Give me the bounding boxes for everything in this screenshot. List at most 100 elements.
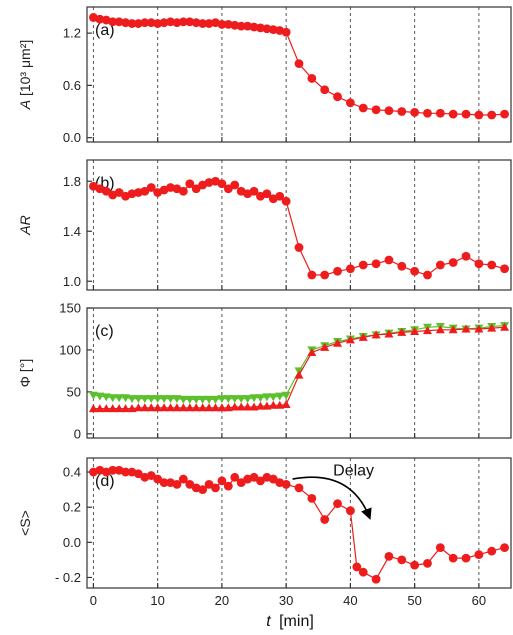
data-point <box>230 395 240 404</box>
data-point <box>262 24 272 34</box>
data-point <box>121 404 131 413</box>
data-point <box>358 567 368 577</box>
data-point <box>140 186 150 196</box>
y-tick-label: - 0.2 <box>55 570 81 585</box>
data-point <box>159 18 169 28</box>
data-point <box>101 393 111 402</box>
y-tick-label: 50 <box>67 384 81 399</box>
data-point <box>210 403 220 412</box>
data-point <box>320 85 330 95</box>
data-point <box>236 402 246 411</box>
data-point <box>423 270 432 280</box>
data-point <box>294 370 304 379</box>
data-point <box>153 395 163 404</box>
y-axis-label: <S> <box>17 510 33 536</box>
data-point <box>474 324 484 333</box>
data-point <box>211 483 220 493</box>
data-point <box>249 394 259 403</box>
data-point <box>230 402 240 411</box>
data-point <box>185 179 195 189</box>
data-point <box>268 25 278 35</box>
data-point <box>95 392 105 401</box>
panel-label: (d) <box>95 473 115 490</box>
data-point <box>172 479 182 489</box>
data-point <box>140 395 150 404</box>
data-point <box>422 326 432 335</box>
data-point <box>146 18 156 28</box>
data-point <box>223 20 233 29</box>
data-point <box>121 394 131 403</box>
panel-label: (a) <box>95 22 115 39</box>
data-point <box>410 266 420 276</box>
data-point <box>204 479 214 489</box>
delay-arrow <box>292 476 372 520</box>
data-point <box>448 109 458 119</box>
data-point <box>166 17 175 27</box>
y-tick-label: 0.6 <box>63 78 81 93</box>
data-point <box>127 19 137 28</box>
data-point <box>307 270 317 280</box>
data-point <box>230 472 240 482</box>
data-point <box>146 183 156 192</box>
x-tick-label: 50 <box>407 593 421 608</box>
data-point <box>500 322 510 331</box>
annotation-delay: Delay <box>333 463 374 480</box>
data-point <box>217 179 227 189</box>
x-tick-label: 10 <box>150 593 164 608</box>
data-point <box>461 251 471 261</box>
panel-label: (c) <box>95 323 114 340</box>
data-point <box>223 481 233 491</box>
data-point <box>487 110 497 120</box>
data-point <box>198 19 208 28</box>
data-point <box>172 18 182 28</box>
data-point <box>487 323 497 332</box>
data-point <box>345 98 355 108</box>
data-point <box>333 499 342 509</box>
data-point <box>345 506 355 516</box>
data-point <box>230 20 240 30</box>
data-point <box>127 395 137 404</box>
data-point <box>410 107 420 117</box>
data-point <box>435 543 445 552</box>
data-point <box>500 109 509 119</box>
data-point <box>487 546 497 556</box>
data-point <box>474 259 484 269</box>
y-tick-label: 1.2 <box>63 26 81 41</box>
data-point <box>95 14 105 24</box>
data-point <box>101 186 111 196</box>
data-point <box>294 243 304 252</box>
data-point <box>423 108 432 118</box>
panel-c: 0 50 100 150 Φ [°] (c) <box>17 301 512 441</box>
data-point <box>410 560 420 570</box>
data-point <box>185 17 195 27</box>
data-point <box>133 469 143 479</box>
panel-a: 0.0 0.6 1.2 A [10³ μm²] (a) <box>17 6 512 145</box>
data-point <box>320 515 330 524</box>
data-point <box>256 23 265 33</box>
data-point <box>268 474 278 484</box>
data-point <box>185 403 195 412</box>
data-point <box>397 107 407 116</box>
data-point <box>243 21 253 31</box>
data-series-group <box>88 322 510 413</box>
data-point <box>294 59 304 69</box>
y-tick-label: 1.8 <box>63 174 81 189</box>
data-point <box>461 109 471 119</box>
data-point <box>281 391 291 400</box>
data-point <box>217 20 227 29</box>
data-point <box>461 324 471 333</box>
data-series-group <box>89 176 509 280</box>
data-point <box>255 401 265 410</box>
series-line <box>93 325 505 400</box>
data-point <box>121 18 130 28</box>
data-point <box>281 399 291 408</box>
x-tick-label: 60 <box>472 593 486 608</box>
data-point <box>185 479 195 489</box>
data-point <box>121 467 130 477</box>
data-point <box>108 465 118 475</box>
data-point <box>243 402 253 411</box>
data-point <box>384 106 394 116</box>
y-tick-label: 1.0 <box>63 274 81 289</box>
data-point <box>217 395 227 404</box>
chart-panels: 0.00.61.2A [10³ μm²](a)1.01.41.8AR(b)050… <box>17 6 512 589</box>
